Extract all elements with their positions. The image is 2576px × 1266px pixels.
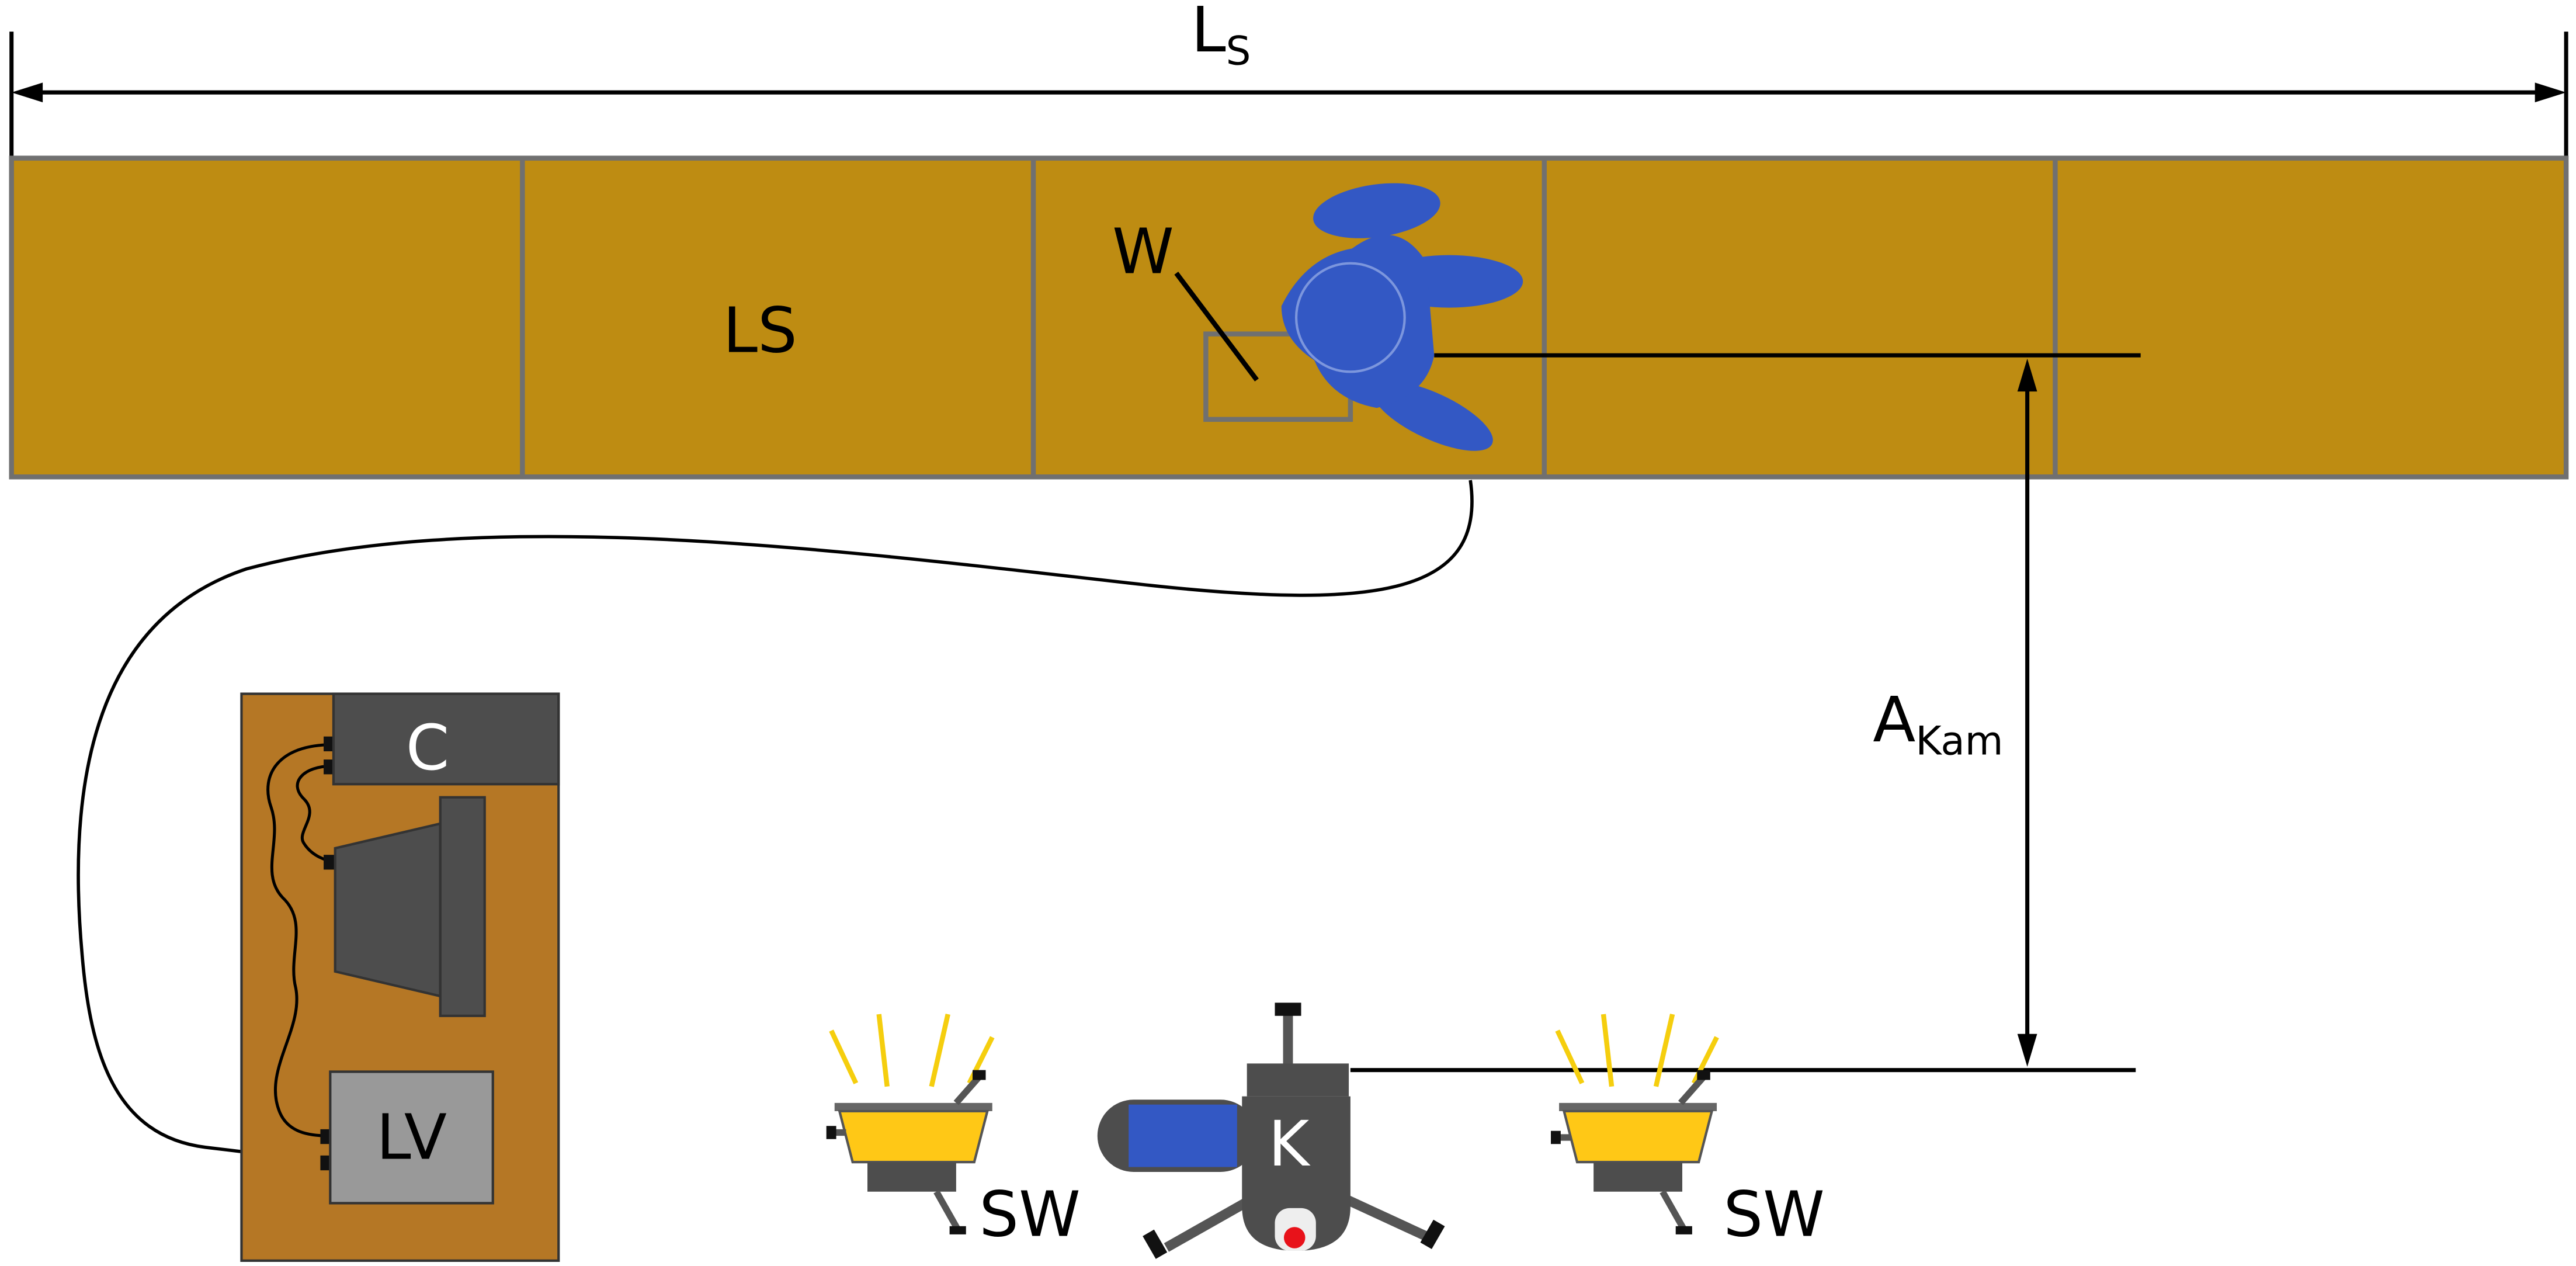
- monitor-housing: [334, 822, 442, 998]
- camera-unit: K: [1097, 1003, 1445, 1259]
- spotlight-right: SW: [1551, 1014, 1825, 1251]
- mast-cap: [1275, 1003, 1301, 1016]
- lamp-handle-cap: [1675, 1226, 1692, 1234]
- lamp-handle-cap: [1551, 1130, 1561, 1144]
- internal-wire: [266, 743, 332, 1137]
- internal-wire: [296, 764, 336, 865]
- worker-left-arm: [1313, 183, 1440, 238]
- lamp-handle-cap: [826, 1126, 836, 1139]
- lv-label: LV: [376, 1102, 447, 1174]
- control-cabinet: C LV: [240, 692, 560, 1262]
- worker-figure: W: [1112, 183, 1523, 451]
- lamp-body: [838, 1109, 990, 1164]
- spotlight-left: SW: [826, 1014, 1081, 1251]
- worker-head: [1294, 262, 1406, 373]
- controller-label: C: [406, 712, 450, 785]
- lv-box: [329, 1070, 494, 1205]
- light-ray: [829, 1029, 859, 1084]
- lamp-rim: [834, 1102, 992, 1111]
- length-label: LS: [1191, 0, 1251, 74]
- distance-label: AKam: [1873, 684, 2003, 764]
- signal-cable: [77, 480, 1474, 1164]
- arrowhead-left: [11, 82, 43, 103]
- camera-head: [1247, 1063, 1349, 1097]
- arrowhead-up: [2017, 358, 2037, 392]
- lamp-body: [1562, 1109, 1714, 1164]
- connector: [324, 855, 335, 870]
- light-left-label: SW: [979, 1179, 1081, 1251]
- light-right-label: SW: [1723, 1179, 1824, 1251]
- light-ray: [1555, 1029, 1585, 1084]
- camera-body: [1242, 1096, 1351, 1251]
- camera-label: K: [1268, 1108, 1311, 1181]
- light-ray: [1601, 1014, 1615, 1087]
- lamp-handle-cap: [1697, 1070, 1710, 1080]
- lamp-base: [867, 1162, 956, 1192]
- arrowhead-down: [2017, 1033, 2037, 1067]
- controller-box: [332, 692, 560, 786]
- tripod-leg: [1342, 1194, 1432, 1243]
- tripod-foot: [1143, 1229, 1168, 1259]
- lamp-rim: [1559, 1102, 1717, 1111]
- light-ray: [876, 1014, 890, 1087]
- camera-display: [1129, 1104, 1237, 1167]
- monitor-screen: [439, 796, 486, 1017]
- lamp-handle-cap: [973, 1070, 986, 1080]
- arrowhead-right: [2535, 82, 2567, 103]
- worker-label: W: [1112, 216, 1174, 289]
- section-label: LS: [723, 295, 797, 367]
- length-dimension: LS: [9, 0, 2568, 158]
- light-ray: [929, 1014, 950, 1087]
- camera-lens-dot: [1283, 1227, 1306, 1248]
- light-ray: [1653, 1014, 1675, 1087]
- lamp-base: [1593, 1162, 1682, 1192]
- tripod-leg: [1164, 1194, 1256, 1252]
- tripod-foot: [1420, 1219, 1445, 1249]
- camera-distance-dimension: AKam: [1350, 353, 2141, 1073]
- worker-leg: [1372, 381, 1493, 451]
- lamp-handle-cap: [949, 1226, 966, 1234]
- worker-pointer-line: [1174, 272, 1259, 381]
